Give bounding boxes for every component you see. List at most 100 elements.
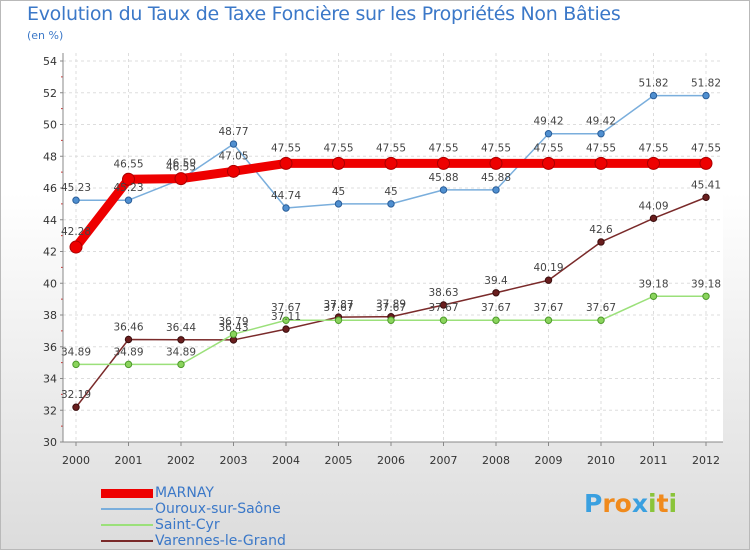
x-tick-label: 2002 <box>167 454 195 467</box>
data-point-marnay <box>227 164 240 178</box>
data-label-marnay: 46.59 <box>166 158 196 170</box>
data-label-saint-cyr: 37.67 <box>428 302 458 314</box>
data-point-ouroux <box>702 91 710 100</box>
data-label-varennes: 37.87 <box>323 299 353 311</box>
data-point-marnay <box>647 156 660 170</box>
data-label-varennes: 38.63 <box>428 287 458 299</box>
data-label-marnay: 47.55 <box>533 142 563 154</box>
data-point-saint-cyr <box>177 360 185 369</box>
data-label-varennes: 36.46 <box>113 321 143 333</box>
x-tick-label: 2010 <box>587 454 615 467</box>
data-label-saint-cyr: 39.18 <box>638 278 668 290</box>
legend-item-ouroux: Ouroux-sur-Saône <box>101 501 286 517</box>
data-label-saint-cyr: 34.89 <box>61 346 91 358</box>
x-tick-label: 2006 <box>377 454 405 467</box>
chart-series <box>69 91 713 411</box>
data-label-ouroux: 51.82 <box>638 78 668 90</box>
x-tick-label: 2004 <box>272 454 300 467</box>
y-tick-label: 54 <box>43 55 57 68</box>
x-tick-label: 2000 <box>62 454 90 467</box>
data-label-ouroux: 45.23 <box>113 182 143 194</box>
data-point-ouroux <box>72 196 80 204</box>
data-label-saint-cyr: 34.89 <box>113 346 143 358</box>
proxiti-logo: Proxiti <box>584 489 677 518</box>
data-label-saint-cyr: 39.18 <box>691 278 721 290</box>
data-label-marnay: 47.55 <box>428 142 458 154</box>
data-point-varennes <box>492 289 500 297</box>
data-point-varennes <box>597 238 605 246</box>
y-tick-label: 48 <box>43 150 57 163</box>
chart-subtitle: (en %) <box>27 29 64 42</box>
logo-letter: P <box>584 489 603 518</box>
x-tick-label: 2007 <box>430 454 458 467</box>
data-label-varennes: 32.19 <box>61 389 91 401</box>
data-point-varennes <box>544 276 553 284</box>
data-label-marnay: 47.55 <box>271 142 301 154</box>
data-point-saint-cyr <box>229 330 238 338</box>
y-tick-label: 36 <box>43 341 57 354</box>
legend-label-marnay: MARNAY <box>155 485 214 501</box>
data-point-saint-cyr <box>282 316 290 324</box>
data-point-ouroux <box>544 130 553 138</box>
data-label-marnay: 42.28 <box>61 226 91 238</box>
data-label-saint-cyr: 37.67 <box>481 302 511 314</box>
data-point-ouroux <box>282 204 290 212</box>
data-label-saint-cyr: 36.79 <box>218 316 248 328</box>
legend-item-saint-cyr: Saint-Cyr <box>101 517 286 533</box>
data-label-saint-cyr: 37.67 <box>533 302 563 314</box>
data-point-ouroux <box>229 140 238 148</box>
data-label-saint-cyr: 37.67 <box>376 302 406 314</box>
y-tick-label: 46 <box>43 182 57 195</box>
data-point-varennes <box>702 193 710 202</box>
data-point-varennes <box>282 325 290 333</box>
y-tick-label: 42 <box>43 246 57 259</box>
y-tick-label: 32 <box>43 404 57 417</box>
data-point-ouroux <box>597 130 605 138</box>
y-tick-label: 30 <box>43 436 57 449</box>
logo-letter: t <box>656 489 669 518</box>
data-point-marnay <box>174 172 188 186</box>
data-point-saint-cyr <box>649 292 658 300</box>
legend-label-ouroux: Ouroux-sur-Saône <box>155 501 281 517</box>
y-tick-label: 44 <box>43 214 57 227</box>
chart-grid <box>63 53 723 443</box>
y-tick-label: 52 <box>43 87 57 100</box>
legend-label-varennes: Varennes-le-Grand <box>155 533 286 549</box>
data-point-ouroux <box>439 186 448 194</box>
data-point-saint-cyr <box>387 316 395 324</box>
data-label-ouroux: 45.88 <box>428 172 458 184</box>
x-tick-label: 2012 <box>692 454 720 467</box>
data-point-saint-cyr <box>492 316 500 324</box>
legend-label-saint-cyr: Saint-Cyr <box>155 517 220 533</box>
logo-letter: r <box>602 489 615 518</box>
logo-letter: x <box>631 489 648 518</box>
chart-legend: MARNAY Ouroux-sur-Saône Saint-Cyr Varenn… <box>101 485 286 549</box>
data-label-ouroux: 48.77 <box>218 126 248 138</box>
legend-swatch-marnay <box>101 488 153 498</box>
data-point-marnay <box>699 156 713 170</box>
data-point-saint-cyr <box>702 292 710 300</box>
data-label-varennes: 40.19 <box>533 262 563 274</box>
data-point-varennes <box>124 335 133 344</box>
chart-axes: 30 32 34 36 38 40 42 44 46 48 50 52 54 2000 2001 2002 20… <box>43 53 723 467</box>
data-point-marnay <box>332 156 345 170</box>
logo-letter: i <box>648 489 657 518</box>
data-point-saint-cyr <box>439 316 448 324</box>
data-point-saint-cyr <box>124 360 133 369</box>
data-label-ouroux: 45 <box>332 186 345 198</box>
data-point-varennes <box>177 336 185 344</box>
data-point-saint-cyr <box>334 316 343 324</box>
legend-swatch-varennes <box>101 540 153 542</box>
data-label-varennes: 42.6 <box>589 224 613 236</box>
y-tick-label: 34 <box>43 373 57 386</box>
data-label-marnay: 47.55 <box>323 142 353 154</box>
data-point-saint-cyr <box>72 360 80 369</box>
data-label-ouroux: 45.88 <box>481 172 511 184</box>
data-point-marnay <box>594 156 608 170</box>
logo-letter: o <box>614 489 632 518</box>
data-label-ouroux: 49.42 <box>586 116 616 128</box>
data-label-saint-cyr: 37.67 <box>323 302 353 314</box>
data-label-marnay: 46.55 <box>113 158 143 170</box>
data-point-saint-cyr <box>544 316 553 324</box>
